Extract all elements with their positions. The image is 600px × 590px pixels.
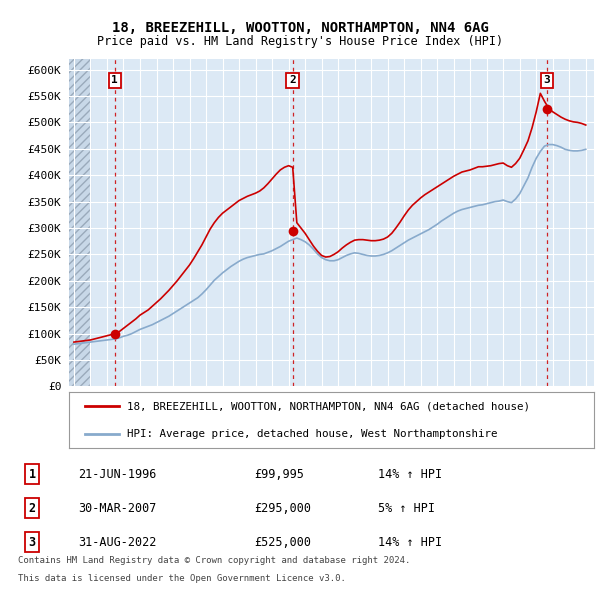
Bar <box>69 59 91 386</box>
Text: 5% ↑ HPI: 5% ↑ HPI <box>378 502 435 514</box>
Bar <box>69 59 91 386</box>
Text: Price paid vs. HM Land Registry's House Price Index (HPI): Price paid vs. HM Land Registry's House … <box>97 35 503 48</box>
Text: 2: 2 <box>289 76 296 86</box>
Text: £99,995: £99,995 <box>254 467 304 481</box>
Text: £525,000: £525,000 <box>254 536 311 549</box>
Text: This data is licensed under the Open Government Licence v3.0.: This data is licensed under the Open Gov… <box>18 573 346 583</box>
Text: 30-MAR-2007: 30-MAR-2007 <box>78 502 157 514</box>
Text: 18, BREEZEHILL, WOOTTON, NORTHAMPTON, NN4 6AG: 18, BREEZEHILL, WOOTTON, NORTHAMPTON, NN… <box>112 21 488 35</box>
Text: Contains HM Land Registry data © Crown copyright and database right 2024.: Contains HM Land Registry data © Crown c… <box>18 556 410 565</box>
Text: 14% ↑ HPI: 14% ↑ HPI <box>378 467 442 481</box>
Text: £295,000: £295,000 <box>254 502 311 514</box>
Text: 21-JUN-1996: 21-JUN-1996 <box>78 467 157 481</box>
Text: 2: 2 <box>29 502 36 514</box>
Text: 18, BREEZEHILL, WOOTTON, NORTHAMPTON, NN4 6AG (detached house): 18, BREEZEHILL, WOOTTON, NORTHAMPTON, NN… <box>127 401 530 411</box>
Text: 1: 1 <box>112 76 118 86</box>
Text: 31-AUG-2022: 31-AUG-2022 <box>78 536 157 549</box>
Text: 1: 1 <box>29 467 36 481</box>
Text: 3: 3 <box>544 76 550 86</box>
Text: 14% ↑ HPI: 14% ↑ HPI <box>378 536 442 549</box>
Text: 3: 3 <box>29 536 36 549</box>
Text: HPI: Average price, detached house, West Northamptonshire: HPI: Average price, detached house, West… <box>127 430 497 440</box>
